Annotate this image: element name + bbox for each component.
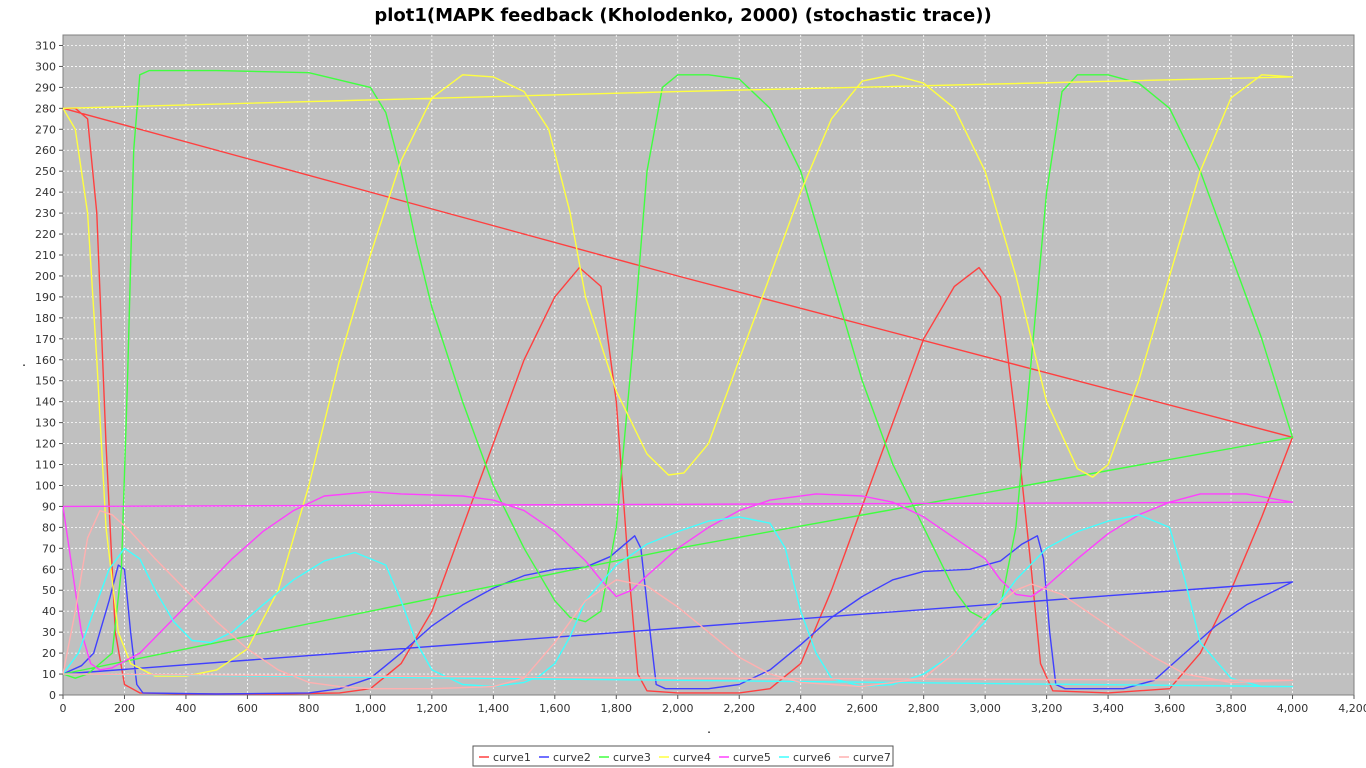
legend-entry: curve4 — [673, 751, 711, 764]
y-tick-label: 140 — [35, 396, 56, 409]
y-tick-label: 250 — [35, 165, 56, 178]
x-tick-label: 3,200 — [1031, 702, 1063, 715]
x-tick-label: 4,200 — [1338, 702, 1366, 715]
y-tick-label: 240 — [35, 186, 56, 199]
y-tick-label: 50 — [42, 584, 56, 597]
x-tick-label: 3,600 — [1154, 702, 1186, 715]
x-tick-label: 2,200 — [723, 702, 755, 715]
x-tick-label: 2,800 — [908, 702, 940, 715]
x-tick-label: 3,000 — [969, 702, 1001, 715]
x-tick-label: 800 — [298, 702, 319, 715]
x-tick-label: 2,400 — [785, 702, 817, 715]
y-tick-label: 20 — [42, 647, 56, 660]
y-tick-label: 150 — [35, 375, 56, 388]
legend-entry: curve6 — [793, 751, 831, 764]
y-tick-label: 230 — [35, 207, 56, 220]
y-axis-label: . — [22, 355, 26, 369]
y-tick-label: 110 — [35, 459, 56, 472]
y-tick-label: 260 — [35, 144, 56, 157]
y-tick-label: 100 — [35, 479, 56, 492]
legend-entry: curve1 — [493, 751, 531, 764]
x-axis-label: . — [707, 722, 711, 736]
y-tick-label: 180 — [35, 312, 56, 325]
y-tick-label: 10 — [42, 668, 56, 681]
x-tick-label: 1,800 — [601, 702, 633, 715]
x-tick-label: 1,400 — [478, 702, 510, 715]
y-tick-label: 60 — [42, 563, 56, 576]
legend-entry: curve2 — [553, 751, 591, 764]
y-tick-label: 120 — [35, 438, 56, 451]
y-tick-label: 90 — [42, 500, 56, 513]
legend-entry: curve5 — [733, 751, 771, 764]
y-tick-label: 130 — [35, 417, 56, 430]
y-tick-label: 190 — [35, 291, 56, 304]
y-tick-label: 40 — [42, 605, 56, 618]
y-tick-label: 0 — [49, 689, 56, 702]
y-tick-label: 170 — [35, 333, 56, 346]
y-tick-label: 200 — [35, 270, 56, 283]
series-line-curve3 — [62, 69, 1294, 679]
legend-entry: curve3 — [613, 751, 651, 764]
y-tick-label: 310 — [35, 39, 56, 52]
y-tick-label: 30 — [42, 626, 56, 639]
x-tick-label: 1,000 — [355, 702, 387, 715]
x-tick-label: 1,600 — [539, 702, 571, 715]
y-tick-label: 80 — [42, 521, 56, 534]
x-tick-label: 200 — [114, 702, 135, 715]
x-tick-label: 3,400 — [1092, 702, 1124, 715]
x-tick-label: 2,000 — [662, 702, 694, 715]
series-line-curve6 — [62, 514, 1294, 688]
y-tick-label: 280 — [35, 102, 56, 115]
legend: curve1 curve2 curve3 curve4 curve5 curve6 curv… — [472, 745, 894, 767]
y-tick-label: 300 — [35, 60, 56, 73]
plot-area — [62, 34, 1355, 696]
y-tick-label: 270 — [35, 123, 56, 136]
series-line-curve5 — [62, 491, 1294, 671]
y-tick-label: 220 — [35, 228, 56, 241]
y-tick-label: 70 — [42, 542, 56, 555]
x-tick-label: 3,800 — [1215, 702, 1247, 715]
axis-layer: 0 200 400 600 800 1,000 1,200 1,400 1,600 1,800 2,… — [35, 39, 1366, 715]
legend-box — [472, 745, 894, 767]
x-tick-label: 0 — [60, 702, 67, 715]
series-line-curve7 — [62, 509, 1294, 690]
x-tick-label: 4,000 — [1277, 702, 1309, 715]
legend-entry: curve7 — [853, 751, 891, 764]
grid-layer — [63, 35, 1354, 695]
x-tick-label: 400 — [175, 702, 196, 715]
chart-title: plot1(MAPK feedback (Kholodenko, 2000) (… — [374, 5, 991, 26]
series-line-curve2 — [62, 535, 1294, 695]
y-tick-label: 160 — [35, 354, 56, 367]
series-layer — [62, 69, 1294, 695]
x-tick-label: 1,200 — [416, 702, 448, 715]
x-tick-label: 600 — [237, 702, 258, 715]
y-tick-label: 290 — [35, 81, 56, 94]
y-tick-label: 210 — [35, 249, 56, 262]
x-tick-label: 2,600 — [846, 702, 878, 715]
